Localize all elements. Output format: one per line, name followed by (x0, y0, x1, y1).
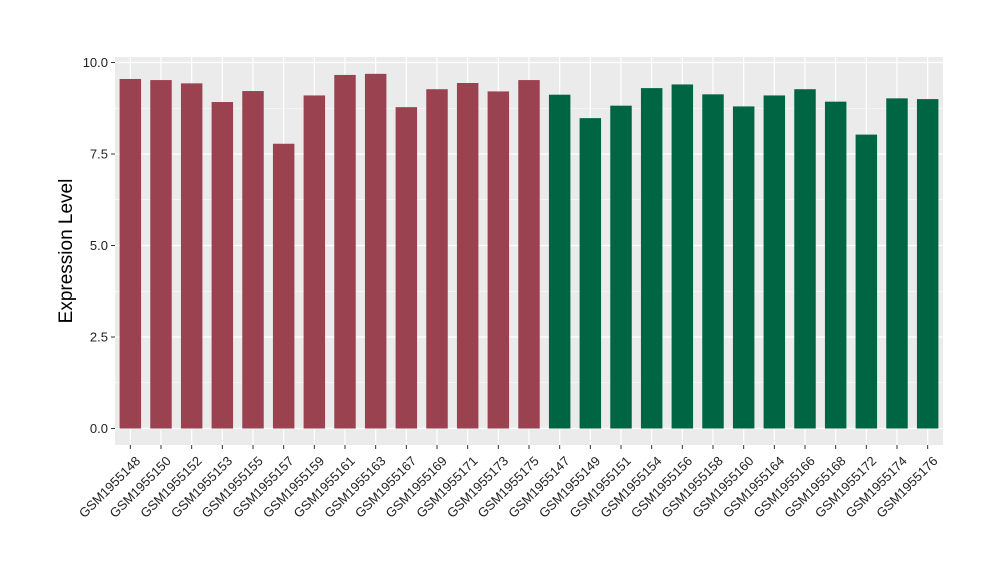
y-axis: 0.0 2.5 5.0 7.5 10.0 (83, 55, 115, 436)
bar-GSM1955151 (610, 105, 632, 429)
bar-GSM1955149 (579, 118, 602, 429)
bar-GSM1955158 (702, 94, 724, 429)
bar-GSM1955173 (487, 91, 510, 429)
bar-GSM1955174 (886, 98, 908, 429)
y-tick-label: 5.0 (90, 238, 108, 253)
bar-GSM1955175 (518, 80, 540, 429)
bar-GSM1955147 (548, 94, 571, 429)
bar-GSM1955156 (671, 84, 694, 429)
bar-GSM1955172 (855, 134, 878, 429)
x-axis: GSM1955148GSM1955150GSM1955152GSM1955153… (76, 445, 941, 521)
bars (119, 73, 939, 429)
bar-GSM1955176 (916, 99, 939, 429)
bar-GSM1955169 (426, 89, 448, 429)
y-axis-title: Expression Level (56, 179, 77, 324)
y-tick-label: 0.0 (90, 421, 108, 436)
bar-GSM1955164 (763, 95, 786, 429)
bar-GSM1955160 (732, 106, 755, 429)
bar-GSM1955168 (824, 101, 847, 429)
y-tick-label: 2.5 (90, 330, 108, 345)
y-tick-label: 7.5 (90, 147, 108, 162)
bar-GSM1955148 (119, 78, 142, 429)
y-tick-label: 10.0 (83, 55, 108, 70)
bar-GSM1955163 (364, 73, 387, 429)
bar-GSM1955150 (150, 80, 172, 429)
bar-GSM1955155 (242, 91, 264, 429)
bar-GSM1955167 (395, 107, 418, 429)
bar-GSM1955161 (334, 74, 356, 429)
bar-GSM1955157 (272, 143, 295, 429)
bar-GSM1955159 (303, 95, 326, 429)
bar-GSM1955166 (794, 89, 816, 429)
bar-GSM1955171 (456, 82, 479, 429)
bar-GSM1955153 (211, 102, 234, 429)
bar-GSM1955152 (180, 83, 203, 429)
bar-GSM1955154 (640, 88, 663, 429)
